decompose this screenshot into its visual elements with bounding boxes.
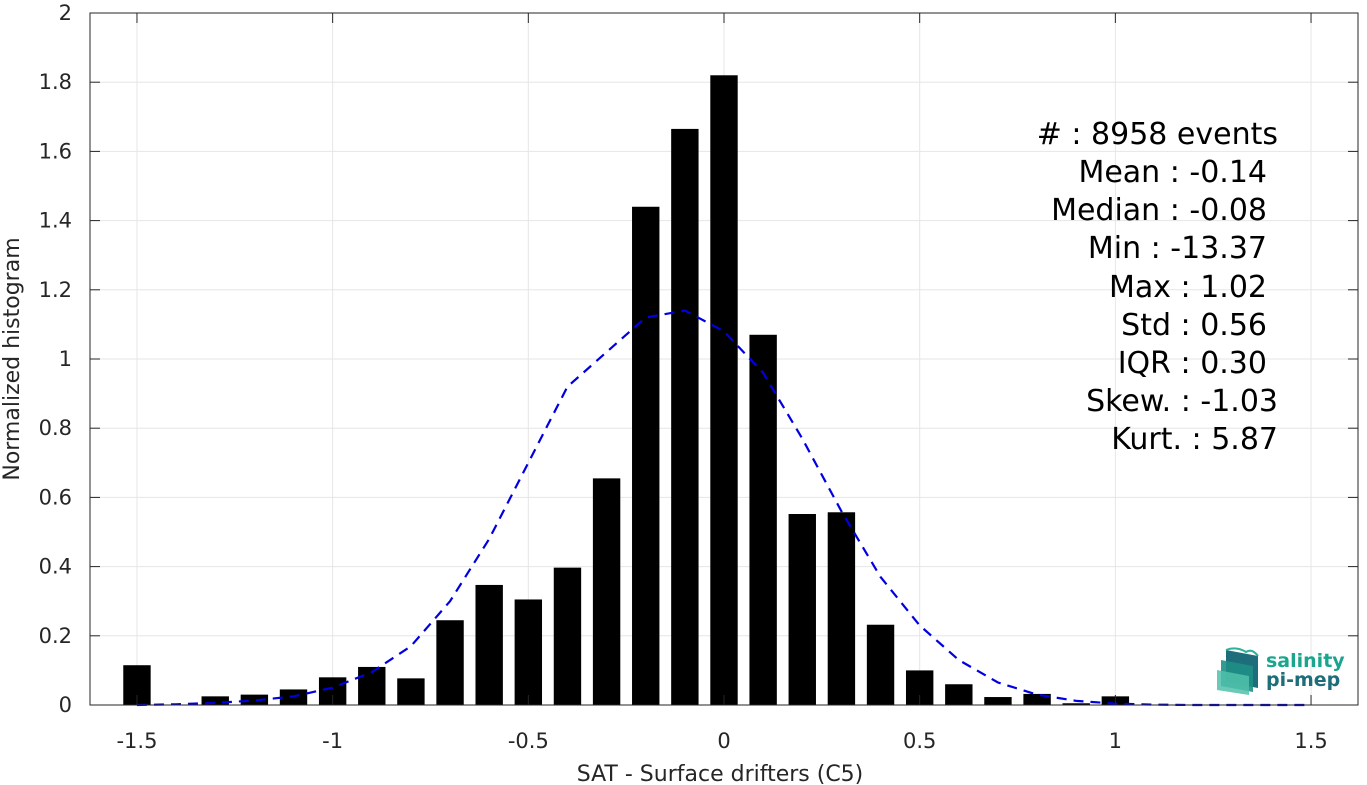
y-tick-label: 1: [59, 347, 72, 371]
histogram-bar: [553, 567, 582, 705]
x-tick-label: 1.5: [1294, 729, 1327, 753]
x-axis-label: SAT - Surface drifters (C5): [577, 762, 864, 785]
histogram-bar: [827, 512, 856, 705]
stat-median: Median : -0.08: [1051, 193, 1267, 228]
histogram-bar: [945, 684, 973, 705]
y-tick-label: 0.8: [39, 416, 72, 440]
y-axis-ticks: 0 0.2 0.4 0.6 0.8 1 1.2 1.4 1.6 1.8 2: [39, 1, 1358, 717]
histogram-bar: [788, 514, 816, 705]
stat-min: Min : -13.37: [1088, 231, 1267, 266]
histogram-bar: [984, 697, 1012, 705]
histogram-bar: [201, 696, 229, 705]
stat-std: Std : 0.56: [1121, 308, 1267, 343]
x-axis-ticks: -1.5 -1 -0.5 0 0.5 1 1.5: [116, 13, 1328, 753]
histogram-bar: [436, 620, 464, 705]
histogram-bar: [1023, 693, 1051, 705]
logo-text-pi-mep: pi-mep: [1266, 669, 1340, 691]
y-tick-label: 0: [59, 693, 72, 717]
x-tick-label: 0: [717, 729, 730, 753]
y-tick-label: 0.6: [39, 485, 72, 509]
stat-iqr: IQR : 0.30: [1118, 346, 1267, 381]
y-tick-label: 0.2: [39, 624, 72, 648]
x-tick-label: 1: [1109, 729, 1122, 753]
y-tick-label: 1.8: [39, 70, 72, 94]
histogram-bar: [710, 75, 738, 705]
y-tick-label: 1.4: [39, 209, 72, 233]
x-tick-label: -1.5: [116, 729, 157, 753]
histogram-bar: [514, 599, 543, 705]
histogram-bar: [866, 624, 895, 705]
y-tick-label: 2: [59, 1, 72, 25]
stat-max: Max : 1.02: [1109, 270, 1267, 305]
stat-count: # : 8958 events: [1037, 117, 1278, 152]
histogram-bar: [475, 584, 503, 705]
logo-text-salinity: salinity: [1266, 650, 1345, 672]
stat-skew: Skew. : -1.03: [1086, 384, 1278, 419]
histogram-bar: [632, 206, 660, 705]
stats-block: # : 8958 events Mean : -0.14 Median : -0…: [1037, 117, 1278, 457]
y-axis-label: Normalized histogram: [0, 237, 25, 480]
x-tick-label: -1: [322, 729, 343, 753]
stat-kurt: Kurt. : 5.87: [1111, 422, 1278, 457]
stat-mean: Mean : -0.14: [1078, 155, 1267, 190]
y-tick-label: 1.2: [39, 278, 72, 302]
y-tick-label: 1.6: [39, 139, 72, 163]
histogram-bar: [749, 334, 777, 705]
x-tick-label: 0.5: [903, 729, 936, 753]
histogram-bar: [671, 128, 699, 705]
histogram-bar: [592, 478, 621, 705]
logo-mark-icon: [1217, 647, 1259, 695]
salinity-pi-mep-logo: salinity pi-mep: [1217, 647, 1345, 695]
histogram-bar: [240, 694, 269, 705]
x-tick-label: -0.5: [508, 729, 549, 753]
y-tick-label: 0.4: [39, 555, 72, 579]
histogram-bar: [1062, 703, 1090, 705]
histogram-bar: [397, 678, 425, 705]
